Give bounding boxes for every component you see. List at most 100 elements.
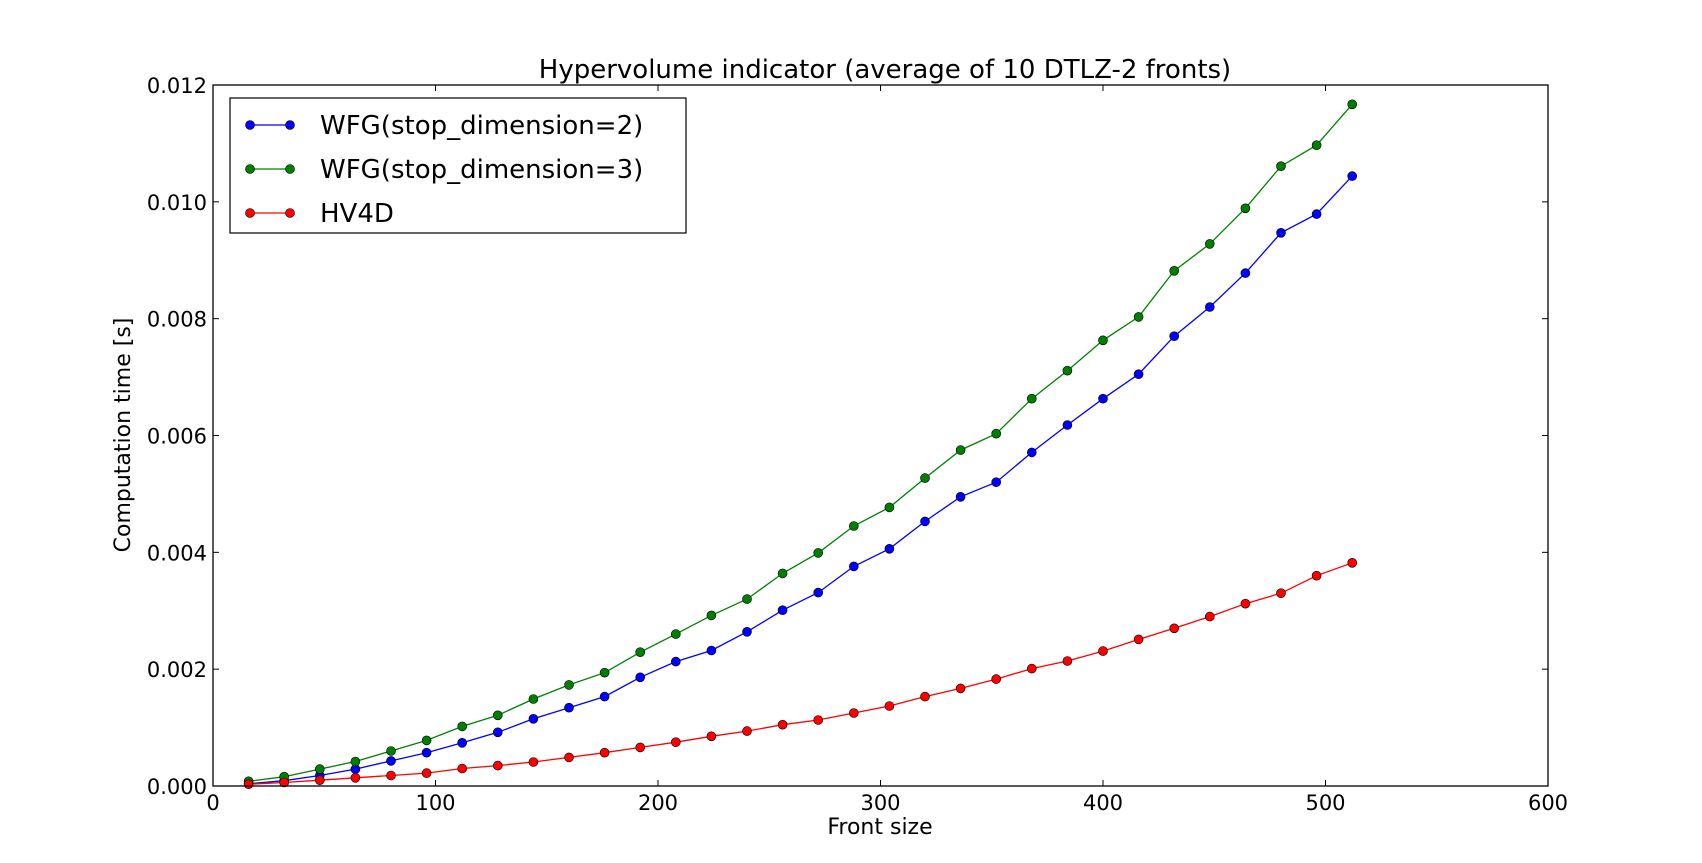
- data-point: [350, 756, 361, 767]
- data-point: [1027, 447, 1037, 458]
- data-point: [1311, 140, 1322, 150]
- data-point: [1347, 557, 1357, 568]
- data-point: [386, 746, 396, 756]
- data-point: [314, 775, 325, 786]
- y-tick-label: 0.002: [147, 658, 207, 682]
- data-point: [777, 568, 788, 579]
- series-line-1: [248, 175, 1353, 785]
- data-point: [279, 777, 290, 788]
- series-line-2: [248, 103, 1353, 782]
- data-point: [457, 737, 468, 748]
- x-tick-label: 100: [415, 791, 455, 815]
- data-point: [492, 727, 503, 738]
- data-point: [1347, 99, 1357, 110]
- data-point: [884, 701, 895, 711]
- data-point: [1062, 420, 1073, 430]
- data-point: [1133, 634, 1144, 645]
- data-point: [955, 491, 966, 502]
- data-point: [920, 691, 930, 702]
- y-tick-label: 0.004: [147, 541, 207, 565]
- x-tick-label: 0: [206, 791, 219, 815]
- data-point: [1311, 570, 1322, 581]
- data-point: [421, 747, 432, 758]
- data-point: [599, 747, 610, 758]
- data-point: [670, 629, 681, 639]
- legend: WFG(stop_dimension=2) WFG(stop_dimension=…: [229, 97, 687, 234]
- x-tick-label: 600: [1528, 791, 1568, 815]
- data-point: [848, 561, 859, 572]
- data-point: [884, 543, 895, 554]
- data-point: [350, 772, 361, 783]
- data-point: [1240, 268, 1251, 278]
- legend-marker: [285, 164, 295, 174]
- data-point: [243, 779, 254, 790]
- data-point: [1276, 588, 1286, 599]
- data-point: [742, 726, 752, 736]
- y-tick-label: 0.000: [147, 775, 207, 799]
- legend-label: HV4D: [320, 199, 394, 229]
- data-point: [742, 626, 752, 637]
- data-point: [1311, 209, 1322, 219]
- data-point: [920, 473, 930, 483]
- data-point: [599, 667, 610, 678]
- data-point: [1205, 302, 1215, 312]
- x-tick-label: 200: [638, 791, 678, 815]
- x-axis-label: Front size: [827, 815, 932, 840]
- y-tick-label: 0.010: [147, 191, 207, 215]
- data-point: [386, 770, 396, 781]
- data-point: [1062, 656, 1073, 666]
- data-point: [314, 764, 325, 774]
- data-point: [991, 428, 1002, 439]
- data-point: [1027, 663, 1037, 674]
- legend-label: WFG(stop_dimension=3): [320, 155, 643, 185]
- data-point: [1027, 393, 1037, 404]
- data-point: [1240, 203, 1251, 214]
- data-point: [1276, 161, 1286, 171]
- data-point: [635, 742, 646, 753]
- y-axis-label: Computation time [s]: [111, 318, 136, 553]
- data-point: [599, 691, 610, 702]
- data-point: [386, 756, 396, 766]
- data-point: [848, 521, 859, 531]
- axis-ticks: 0 100 200 300 400 500 600 0.000 0.002 0.004 0.006 0…: [147, 74, 1568, 815]
- data-point: [813, 548, 824, 558]
- data-point: [813, 715, 824, 725]
- data-point: [670, 656, 681, 667]
- data-point: [848, 708, 859, 718]
- data-point: [884, 502, 895, 513]
- data-point: [1133, 369, 1144, 380]
- legend-marker: [245, 120, 255, 130]
- data-point: [920, 516, 930, 527]
- data-point: [1169, 265, 1179, 276]
- data-point: [1205, 239, 1215, 249]
- data-point: [528, 694, 539, 704]
- data-point: [564, 752, 574, 763]
- plot-area: [243, 99, 1357, 790]
- data-point: [1347, 171, 1357, 181]
- data-point: [991, 674, 1002, 684]
- chart-title: Hypervolume indicator (average of 10 DTL…: [539, 55, 1231, 85]
- legend-marker: [285, 120, 295, 130]
- data-point: [706, 731, 717, 742]
- data-point: [991, 477, 1002, 488]
- data-point: [742, 594, 752, 604]
- data-point: [1205, 611, 1215, 622]
- data-point: [528, 757, 539, 767]
- legend-box: [229, 97, 687, 234]
- data-point: [1098, 335, 1108, 346]
- legend-marker: [245, 208, 255, 218]
- data-point: [1133, 312, 1144, 322]
- data-point: [457, 763, 468, 774]
- data-point: [777, 719, 788, 730]
- data-point: [564, 680, 574, 690]
- data-point: [528, 713, 539, 724]
- data-point: [421, 768, 432, 778]
- data-point: [955, 445, 966, 455]
- x-tick-label: 300: [860, 791, 900, 815]
- data-point: [457, 721, 468, 732]
- data-point: [777, 605, 788, 616]
- data-point: [706, 610, 717, 621]
- data-point: [1169, 331, 1179, 342]
- legend-label: WFG(stop_dimension=2): [320, 111, 643, 141]
- legend-marker: [245, 164, 255, 174]
